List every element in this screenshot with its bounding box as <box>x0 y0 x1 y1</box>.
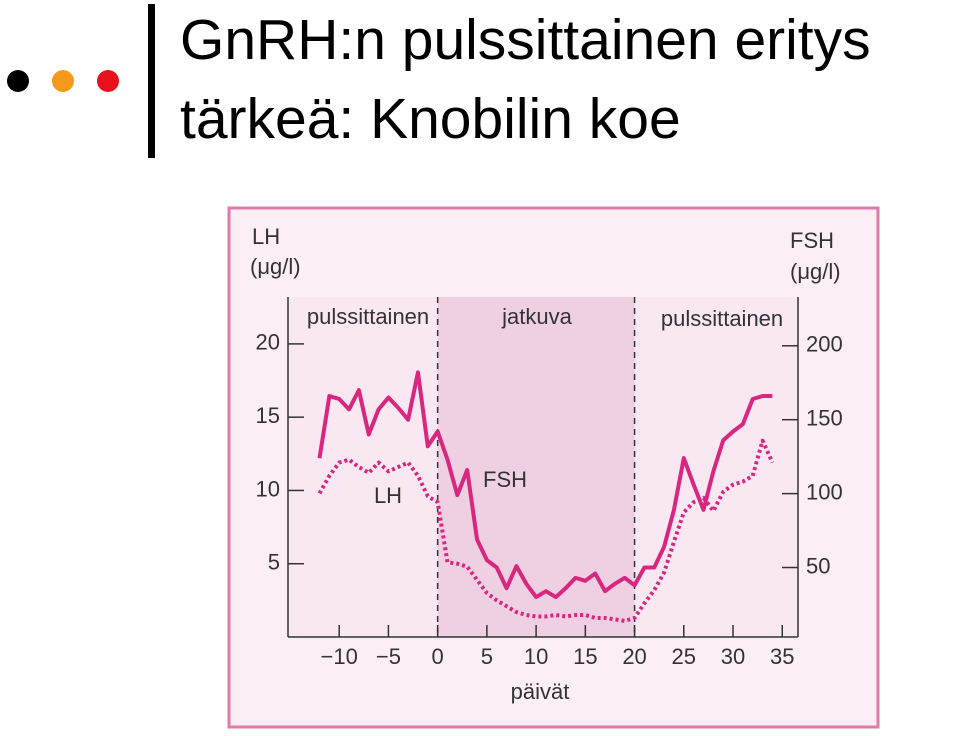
annotation: pulssittainen <box>661 306 783 331</box>
annotation: pulssittainen <box>307 304 429 329</box>
slide-title: GnRH:n pulssittainen eritys <box>180 8 871 72</box>
y-tick-label: 20 <box>256 330 280 355</box>
series-line <box>317 438 775 623</box>
shaded-span <box>437 297 635 637</box>
bullet-dot <box>7 70 29 92</box>
bullet-dot <box>52 70 74 92</box>
x-tick-label: 35 <box>770 644 794 669</box>
x-tick-label: 30 <box>721 644 745 669</box>
slide-title: tärkeä: Knobilin koe <box>180 87 681 151</box>
y-axis-title: LH <box>252 224 280 249</box>
x-tick-label: 20 <box>622 644 646 669</box>
bullet-dot <box>97 70 119 92</box>
annotation: jatkuva <box>501 304 572 329</box>
x-tick-label: −10 <box>321 644 358 669</box>
y-axis-title: (μg/l) <box>250 254 301 279</box>
y-tick-label: 15 <box>256 403 280 428</box>
x-tick-label: 25 <box>672 644 696 669</box>
x-tick-label: 5 <box>481 644 493 669</box>
x-tick-label: 0 <box>432 644 444 669</box>
x-axis-title: päivät <box>511 679 570 704</box>
y2-tick-label: 150 <box>806 406 843 431</box>
x-tick-label: 15 <box>573 644 597 669</box>
series-line <box>317 370 773 600</box>
x-tick-label: −5 <box>376 644 401 669</box>
y2-axis-title: FSH <box>790 228 834 253</box>
y2-axis-title: (μg/l) <box>790 259 841 284</box>
y-tick-label: 10 <box>256 476 280 501</box>
y2-tick-label: 200 <box>806 332 843 357</box>
title-bar <box>148 4 155 158</box>
y2-tick-label: 100 <box>806 479 843 504</box>
y-tick-label: 5 <box>268 550 280 575</box>
annotation: FSH <box>483 467 527 492</box>
y2-tick-label: 50 <box>806 553 830 578</box>
x-tick-label: 10 <box>524 644 548 669</box>
annotation: LH <box>374 483 402 508</box>
